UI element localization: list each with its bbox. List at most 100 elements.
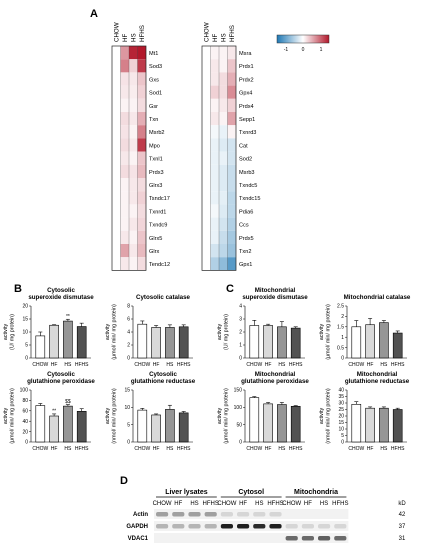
- heatmap-right-gene-label: Cat: [239, 143, 248, 149]
- y-tick-label: 20: [22, 304, 28, 310]
- heatmap-right-cell: [227, 257, 236, 271]
- y-axis-label-line: activity: [105, 323, 111, 340]
- y-tick-label: 15: [338, 420, 344, 426]
- y-tick-label: 40: [338, 388, 344, 394]
- panel-label-c: C: [226, 283, 234, 295]
- heatmap-left-cell: [120, 138, 129, 152]
- blot-band: [253, 524, 266, 529]
- heatmap-right-cell: [219, 230, 228, 244]
- blot-band: [237, 512, 250, 517]
- bar: [263, 325, 273, 359]
- heatmap-right-column-label: HF: [212, 34, 219, 42]
- y-axis-label-line: activity: [319, 323, 325, 340]
- bar: [365, 407, 375, 443]
- heatmap-left-cell: [137, 191, 146, 205]
- chart-title-line: glutathione reductase: [131, 378, 196, 385]
- heatmap-right-cell: [202, 178, 211, 192]
- y-axis-label-line: (nmol/ min/ mg protein): [112, 388, 118, 444]
- x-tick-label: HS: [166, 362, 174, 368]
- heatmap-left-cell: [129, 230, 138, 244]
- y-tick-label: 50: [236, 422, 242, 428]
- heatmap-right-cell: [202, 59, 211, 73]
- y-tick-label: 6: [127, 317, 130, 323]
- y-tick-label: 10: [22, 330, 28, 336]
- panel-label-d: D: [120, 475, 128, 487]
- heatmap-left-gene-label: Glrx: [149, 249, 159, 255]
- heatmap-right-cell: [202, 138, 211, 152]
- heatmap-left-cell: [129, 72, 138, 86]
- heatmap-right-cell: [202, 257, 211, 271]
- panel-label-a: A: [90, 8, 98, 20]
- heatmap-right-cell: [202, 72, 211, 86]
- heatmap-right-cell: [219, 217, 228, 231]
- heatmap-right-cell: [227, 191, 236, 205]
- heatmap-left-cell: [112, 244, 121, 258]
- heatmap-left-cell: [129, 138, 138, 152]
- blot-band: [220, 524, 233, 529]
- heatmap-left-cell: [137, 112, 146, 126]
- heatmap-left-cell: [120, 204, 129, 218]
- heatmap-left-cell: [129, 257, 138, 271]
- heatmap-right-cell: [227, 230, 236, 244]
- bar: [178, 412, 189, 443]
- x-tick-label: CHOW: [348, 446, 364, 452]
- heatmap-right-cell: [210, 244, 219, 258]
- heatmap-left-cell: [129, 59, 138, 73]
- y-tick-label: 150: [234, 388, 243, 394]
- heatmap-right-cell: [227, 244, 236, 258]
- heatmap-left-column-label: CHOW: [113, 22, 120, 42]
- heatmap-right-cell: [227, 164, 236, 178]
- bar: [49, 415, 59, 443]
- y-tick-label: 0: [25, 440, 28, 446]
- x-tick-label: HF: [51, 446, 58, 452]
- heatmap-left-gene-label: Sod1: [149, 91, 162, 97]
- heatmap-right-gene-label: Ccs: [239, 223, 249, 229]
- y-tick-label: 20: [338, 414, 344, 420]
- heatmap-left-cell: [137, 204, 146, 218]
- kd-header: kD: [398, 501, 406, 507]
- heatmap-right-cell: [210, 164, 219, 178]
- heatmap-right-cell: [219, 46, 228, 60]
- x-tick-label: HFHS: [177, 362, 191, 368]
- heatmap-left-column-label: HF: [122, 34, 129, 42]
- heatmap-right-gene-label: Prdx4: [239, 104, 254, 110]
- heatmap-right-gene-label: Prdx2: [239, 77, 254, 83]
- heatmap-left-column-label: HFHS: [139, 25, 146, 42]
- heatmap-left-cell: [112, 151, 121, 165]
- x-tick-label: HFHS: [391, 362, 405, 368]
- y-tick-label: 100: [20, 388, 29, 394]
- heatmap-right-cell: [202, 204, 211, 218]
- heatmap-right-cell: [202, 191, 211, 205]
- panel-label-b: B: [14, 283, 22, 295]
- bar: [165, 409, 175, 443]
- blot-band: [318, 524, 331, 529]
- heatmap-right-cell: [227, 204, 236, 218]
- blot-lane-label: HFHS: [267, 501, 283, 507]
- x-tick-label: CHOW: [32, 446, 48, 452]
- heatmap-right-column-label: CHOW: [203, 22, 210, 42]
- heatmap-right-cell: [210, 59, 219, 73]
- heatmap-left-gene-label: Txndc9: [149, 223, 167, 229]
- x-tick-label: HFHS: [75, 446, 89, 452]
- heatmap-left-cell: [112, 125, 121, 139]
- blot-band: [301, 536, 314, 541]
- x-tick-label: CHOW: [134, 362, 150, 368]
- bar: [379, 322, 389, 359]
- heatmap-left-column-label: HS: [130, 33, 137, 42]
- heatmap-right-cell: [210, 230, 219, 244]
- heatmap-left-cell: [112, 217, 121, 231]
- heatmap-right-cell: [210, 98, 219, 112]
- heatmap-left-cell: [137, 151, 146, 165]
- heatmap-left-cell: [120, 72, 129, 86]
- significance-annotation: **: [52, 408, 56, 414]
- y-tick-label: 8: [127, 304, 130, 310]
- heatmap-right-cell: [219, 138, 228, 152]
- heatmap-left-gene-label: Glrx5: [149, 236, 162, 242]
- y-axis-label-line: activity: [3, 407, 9, 424]
- x-tick-label: HF: [367, 446, 374, 452]
- blot-band: [237, 524, 250, 529]
- x-tick-label: CHOW: [246, 446, 262, 452]
